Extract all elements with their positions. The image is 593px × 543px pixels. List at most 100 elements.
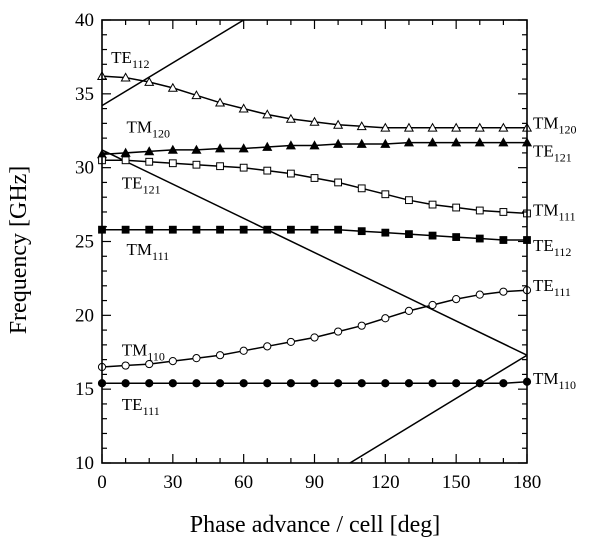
data-point <box>499 236 508 244</box>
data-point <box>334 327 343 336</box>
data-point <box>144 146 155 156</box>
data-point <box>428 231 437 240</box>
data-point <box>238 143 249 153</box>
data-point <box>191 144 202 154</box>
data-point <box>262 141 273 151</box>
data-point <box>428 300 437 310</box>
data-point <box>475 290 484 299</box>
x-tick-label: 180 <box>513 472 542 493</box>
data-point <box>263 166 272 175</box>
light-line <box>349 354 527 463</box>
data-point <box>120 147 131 157</box>
data-point <box>498 122 509 132</box>
data-point <box>239 163 248 172</box>
series-line <box>102 159 528 215</box>
data-point <box>121 361 130 370</box>
mode-label-right: TE111 <box>533 276 571 299</box>
data-point <box>452 233 461 241</box>
data-point <box>239 379 248 388</box>
ticks <box>101 19 528 464</box>
y-tick-label: 10 <box>75 453 94 474</box>
data-point <box>357 379 366 388</box>
data-point <box>263 379 272 388</box>
data-point <box>381 228 390 237</box>
data-point <box>475 379 484 388</box>
data-point <box>145 157 154 166</box>
data-point <box>428 200 437 209</box>
data-point <box>334 225 343 234</box>
annotations: TE112 TM120 TE121 TM111 TM110 TE111 TM120 TE121… <box>111 48 576 418</box>
data-point <box>498 137 509 147</box>
data-point <box>427 122 438 132</box>
data-point <box>285 140 296 150</box>
data-point <box>239 225 248 234</box>
data-point <box>167 82 178 92</box>
data-point <box>452 294 461 304</box>
x-tick-label: 30 <box>163 472 182 493</box>
light-line <box>102 20 245 107</box>
light-line <box>102 149 527 356</box>
data-point <box>192 379 201 388</box>
data-point <box>499 287 508 296</box>
mode-label-inside: TE121 <box>122 173 161 196</box>
data-point <box>216 162 224 171</box>
data-point <box>405 230 413 239</box>
data-point <box>168 357 177 366</box>
data-point <box>381 314 390 323</box>
data-point <box>285 113 296 123</box>
data-point <box>145 379 154 388</box>
data-point <box>286 169 295 178</box>
data-point <box>168 225 177 234</box>
y-tick-label: 30 <box>75 158 94 179</box>
data-point <box>356 121 367 131</box>
mode-label-right: TE112 <box>533 236 571 259</box>
data-point <box>263 342 272 351</box>
data-point <box>475 234 484 243</box>
data-point <box>333 119 344 129</box>
y-tick-label: 15 <box>75 379 94 400</box>
data-point <box>192 225 201 234</box>
data-point <box>310 174 319 182</box>
data-point <box>145 359 154 369</box>
mode-label-inside: TM111 <box>127 240 170 263</box>
data-point <box>215 143 226 153</box>
data-point <box>286 225 295 234</box>
data-point <box>120 72 131 82</box>
mode-label-inside: TM110 <box>122 340 165 363</box>
data-point <box>215 351 225 360</box>
x-tick-label: 0 <box>97 472 107 493</box>
data-point <box>356 138 367 148</box>
data-point <box>216 225 224 234</box>
data-point <box>309 116 320 126</box>
data-point <box>310 333 319 342</box>
y-tick-label: 40 <box>75 10 94 31</box>
data-point <box>380 122 391 132</box>
mode-label-right: TM111 <box>533 200 576 223</box>
data-point <box>381 190 390 199</box>
data-point <box>121 379 130 388</box>
data-point <box>263 225 272 234</box>
data-point <box>451 122 462 132</box>
mode-label-right: TM120 <box>533 113 577 136</box>
data-point <box>474 122 485 132</box>
data-point <box>333 138 344 148</box>
data-point <box>404 379 414 388</box>
data-point <box>192 354 201 363</box>
data-point <box>168 379 177 388</box>
light-lines <box>102 20 527 463</box>
data-point <box>381 379 390 388</box>
data-point <box>405 196 413 205</box>
data-point <box>357 227 366 236</box>
data-point <box>334 178 343 187</box>
data-point <box>191 90 202 100</box>
x-axis-title: Phase advance / cell [deg] <box>190 512 441 538</box>
data-point <box>310 225 319 234</box>
data-point <box>286 379 295 388</box>
y-tick-label: 35 <box>75 84 94 105</box>
data-point <box>451 137 462 147</box>
x-tick-label: 90 <box>305 472 324 493</box>
data-point <box>215 379 225 388</box>
y-tick-label: 25 <box>75 232 94 253</box>
data-point <box>286 337 295 347</box>
data-point <box>428 379 437 388</box>
